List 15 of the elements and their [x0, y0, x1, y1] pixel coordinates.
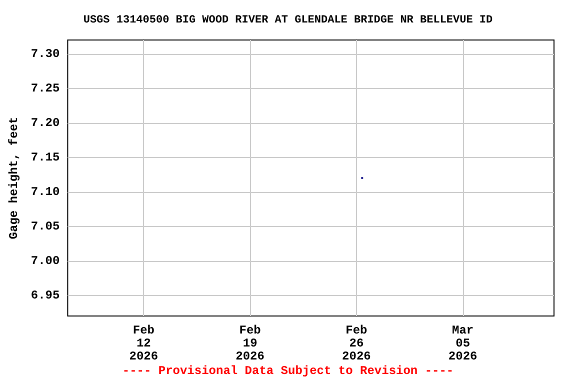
text: ---- Provisional Data Subject to Revision ---- — [122, 364, 454, 378]
x-tick-label: Feb 26 2026 — [342, 324, 371, 364]
y-tick-label: 7.10 — [30, 184, 60, 199]
y-tick-label: 7.30 — [30, 46, 60, 61]
x-tick-label: Mar 05 2026 — [448, 324, 478, 364]
y-tick-label: 7.00 — [30, 254, 60, 268]
y-tick-label: 7.15 — [30, 150, 60, 164]
y-axis-title: Gage height, feet — [7, 116, 21, 240]
chart-title: USGS 13140500 BIG WOOD RIVER AT GLENDALE BRIDGE NR BELLEVUE ID — [83, 14, 494, 26]
y-tick-label: 7.25 — [30, 81, 60, 96]
x-tick-label: Feb 12 2026 — [129, 324, 158, 364]
x-tick-label: Feb 19 2026 — [236, 324, 264, 364]
y-tick-label: 7.05 — [30, 219, 60, 234]
y-tick-label: 7.20 — [30, 116, 60, 130]
y-tick-label: 6.95 — [30, 288, 60, 302]
